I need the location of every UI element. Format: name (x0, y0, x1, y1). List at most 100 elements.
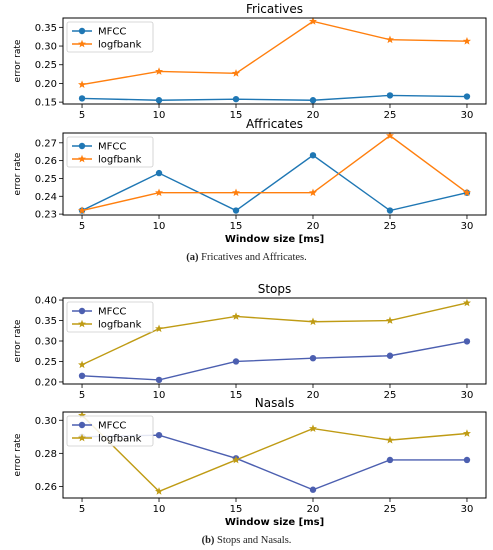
legend-label: MFCC (98, 27, 126, 38)
caption-a-label: (a) (186, 252, 199, 263)
series-mfcc (78, 338, 471, 384)
chart-affricates: Affricates 0.23 0.24 0.25 0.26 0.27 5 10 15 20 25 3… (13, 117, 487, 245)
x-tick-label: 10 (153, 390, 166, 401)
x-tick-label: 5 (79, 221, 85, 232)
data-point (155, 324, 164, 333)
series-line (81, 414, 468, 493)
data-point (309, 355, 317, 362)
legend: MFCC logfbank (66, 415, 154, 447)
data-point (78, 411, 87, 419)
y-tick-label: 0.25 (35, 357, 57, 368)
data-point (155, 67, 164, 75)
plot-frame (62, 411, 487, 499)
y-tick-label: 0.24 (35, 192, 57, 203)
data-point (463, 338, 471, 345)
x-tick-label: 15 (230, 504, 243, 515)
data-point (463, 93, 471, 100)
data-point (232, 95, 240, 103)
data-point (385, 435, 394, 444)
x-tick-label: 25 (384, 110, 397, 121)
y-tick-label: 0.30 (35, 416, 57, 427)
x-tick-label: 20 (307, 221, 320, 232)
data-point (386, 207, 394, 214)
legend-marker (78, 39, 86, 48)
legend: MFCC logfbank (66, 301, 154, 333)
chart-title: Nasals (255, 396, 295, 410)
series-logfbank (78, 411, 471, 495)
data-point (385, 35, 394, 44)
data-point (309, 188, 317, 197)
data-point (78, 360, 87, 369)
x-tick-label: 10 (153, 504, 166, 515)
legend-marker (78, 433, 86, 442)
y-tick-label: 0.26 (35, 482, 57, 493)
series-line (81, 340, 468, 381)
series-line (81, 302, 468, 366)
y-tick-label: 0.25 (35, 174, 57, 185)
legend-label: logfbank (98, 155, 142, 166)
x-tick-label: 20 (307, 504, 320, 515)
data-point (309, 152, 317, 159)
x-tick-label: 15 (230, 110, 243, 121)
x-tick-label: 10 (153, 221, 166, 232)
x-tick-label: 15 (230, 390, 243, 401)
y-tick-label: 0.25 (35, 60, 57, 71)
caption-a: (a) Fricatives and Affricates. (0, 252, 493, 263)
y-tick-label: 0.30 (35, 42, 57, 53)
legend-label: MFCC (98, 421, 126, 432)
series-mfcc (78, 92, 471, 104)
chart-title: Fricatives (246, 2, 303, 16)
chart-nasals: Nasals 0.26 0.28 0.30 5 10 15 20 25 30 error rate W… (13, 396, 487, 528)
data-point (232, 207, 240, 214)
series-logfbank (78, 131, 471, 214)
y-tick-label: 0.20 (35, 377, 57, 388)
data-point (155, 376, 163, 384)
data-point (309, 317, 317, 326)
data-point (78, 95, 86, 102)
legend: MFCC logfbank (66, 136, 154, 168)
data-point (462, 298, 471, 307)
x-tick-label: 20 (307, 390, 320, 401)
x-tick-label: 15 (230, 221, 243, 232)
series-line (81, 154, 468, 212)
data-point (309, 424, 317, 432)
y-tick-label: 0.30 (35, 337, 57, 348)
data-point (232, 69, 240, 77)
x-tick-label: 30 (461, 221, 474, 232)
data-point (78, 206, 87, 214)
plot-frame (62, 297, 487, 385)
x-tick-label: 25 (384, 504, 397, 515)
series-line (81, 20, 467, 86)
legend-marker (78, 307, 86, 315)
y-tick-label: 0.20 (35, 79, 57, 90)
series-logfbank (78, 298, 471, 369)
x-tick-label: 10 (153, 110, 166, 121)
x-tick-label: 30 (461, 504, 474, 515)
chart-fricatives: Fricatives 0.15 0.20 0.25 0.30 0.35 5 10 15 20 25 3… (13, 2, 487, 121)
data-point (155, 169, 163, 177)
legend-label: MFCC (98, 142, 126, 153)
x-tick-label: 20 (307, 110, 320, 121)
data-point (155, 188, 164, 197)
series-logfbank (78, 17, 471, 88)
y-tick-label: 0.26 (35, 156, 57, 167)
chart-title: Stops (258, 282, 292, 296)
data-point (462, 188, 471, 197)
caption-a-text: Fricatives and Affricates. (201, 252, 307, 263)
y-tick-label: 0.15 (35, 98, 57, 109)
plot-frame (62, 132, 487, 216)
plot-frame (62, 17, 487, 105)
chart-title: Affricates (246, 117, 303, 131)
y-tick-label: 0.35 (35, 23, 57, 34)
legend: MFCC logfbank (66, 21, 154, 53)
legend-label: MFCC (98, 307, 126, 318)
legend-label: logfbank (98, 434, 142, 445)
data-point (232, 188, 240, 197)
data-point (309, 97, 317, 104)
data-point (155, 487, 164, 495)
x-tick-label: 25 (384, 221, 397, 232)
data-point (155, 97, 163, 104)
x-tick-label: 25 (384, 390, 397, 401)
y-axis-label: error rate (13, 152, 23, 195)
